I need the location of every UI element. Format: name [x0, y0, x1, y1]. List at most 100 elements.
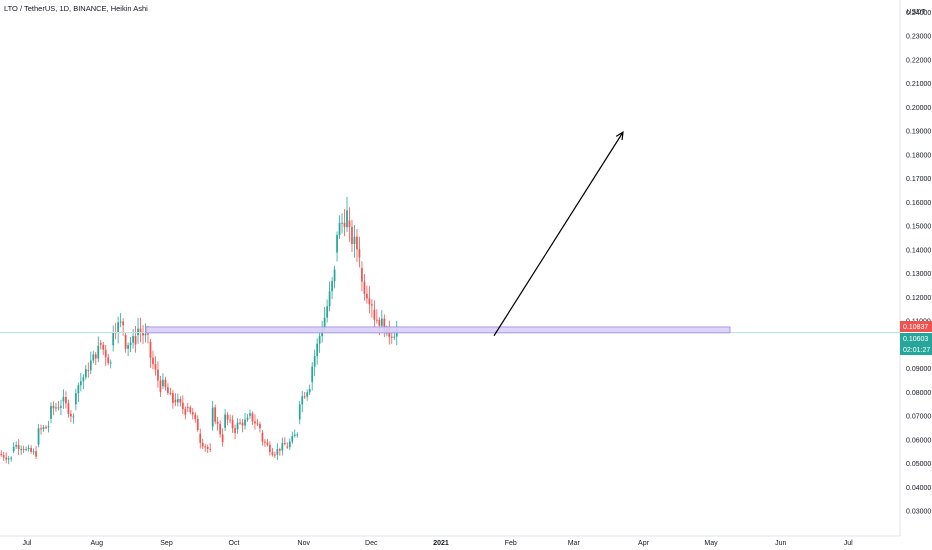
price-tick-label: 0.16000	[906, 200, 931, 207]
support-zone-rect[interactable]	[145, 326, 731, 334]
candle-body	[293, 434, 296, 437]
time-tick-label: Oct	[229, 540, 240, 547]
candle-body	[52, 405, 55, 409]
candle-body	[176, 399, 179, 403]
time-tick-label: Sep	[160, 540, 173, 547]
candle-body	[259, 424, 261, 429]
time-tick-label: Nov	[298, 540, 311, 547]
candle-body	[231, 419, 234, 429]
candle-body	[5, 457, 8, 460]
candle-body	[164, 379, 167, 388]
support-price-badge	[900, 333, 932, 344]
candle-body	[261, 432, 264, 442]
candle-body	[181, 402, 184, 410]
candle-body	[10, 457, 13, 459]
countdown-badge-text: 02:01:27	[903, 347, 930, 354]
candle-body	[244, 419, 246, 426]
candle-body	[94, 354, 97, 359]
candle-body	[167, 387, 169, 393]
candle-body	[281, 443, 284, 451]
candle-body	[144, 333, 147, 336]
candle-body	[269, 444, 271, 453]
candle-body	[70, 413, 72, 417]
candle-body	[306, 392, 309, 397]
candle-body	[286, 446, 289, 448]
candle-body	[390, 336, 393, 338]
candle-body	[147, 333, 149, 335]
price-tick-label: 0.20000	[906, 105, 931, 112]
candle-body	[7, 458, 10, 460]
price-tick-label: 0.14000	[906, 247, 931, 254]
time-tick-label: Mar	[568, 540, 581, 547]
time-tick-label: Dec	[365, 540, 378, 547]
candle-body	[278, 449, 281, 451]
time-tick-label: Jul	[844, 540, 853, 547]
candle-body	[97, 345, 100, 359]
price-tick-label: 0.12000	[906, 295, 931, 302]
candle-body	[246, 417, 249, 420]
candle-body	[264, 441, 266, 443]
candle-body	[47, 426, 50, 428]
candle-body	[139, 328, 142, 332]
candle-body	[129, 342, 132, 346]
plot-area[interactable]	[0, 0, 901, 537]
candle-body	[291, 436, 294, 442]
candle-body	[157, 369, 159, 381]
candle-body	[122, 321, 125, 326]
candle-body	[172, 393, 174, 403]
candle-body	[87, 369, 90, 371]
candle-body	[323, 317, 326, 329]
projection-arrow-line[interactable]	[493, 131, 624, 337]
candle-body	[15, 445, 18, 447]
price-tick-label: 0.03000	[906, 509, 931, 516]
projection-arrow-head[interactable]	[615, 130, 624, 141]
candle-body	[346, 210, 348, 228]
time-tick-label: Feb	[505, 540, 517, 547]
candle-body	[45, 427, 47, 429]
candle-body	[276, 449, 279, 455]
candle-body	[348, 220, 351, 227]
candle-body	[109, 362, 112, 364]
price-tick-label: 0.24000	[906, 10, 931, 17]
candle-body	[358, 249, 361, 258]
candle-body	[174, 399, 177, 403]
candle-body	[179, 399, 182, 403]
candle-body	[308, 388, 311, 393]
candle-body	[229, 419, 231, 421]
drawings[interactable]	[0, 130, 900, 337]
candle-body	[326, 306, 328, 318]
price-tick-label: 0.06000	[906, 437, 931, 444]
candle-body	[311, 366, 314, 383]
time-tick-label: 2021	[433, 540, 449, 547]
candle-body	[84, 369, 87, 378]
candle-body	[366, 293, 368, 299]
price-tick-label: 0.17000	[906, 176, 931, 183]
candle-body	[288, 441, 291, 448]
candle-body	[283, 443, 286, 445]
candle-body	[74, 393, 77, 405]
candle-body	[368, 298, 371, 305]
candle-body	[383, 318, 386, 332]
time-tick-label: Apr	[638, 540, 650, 547]
candle-body	[32, 451, 35, 453]
last-price-badge-text: 0.10837	[903, 324, 928, 331]
candle-body	[273, 454, 276, 456]
candle-body	[363, 281, 366, 294]
candle-body	[393, 336, 396, 338]
candle-body	[189, 407, 192, 413]
candle-body	[50, 405, 52, 419]
candle-body	[17, 445, 20, 449]
price-tick-label: 0.22000	[906, 57, 931, 64]
time-tick-label: May	[704, 540, 718, 547]
candles	[0, 196, 398, 465]
time-axis[interactable]: Jul Aug Sep Oct Nov Dec 2021 Feb Mar Apr May Jun Jul	[23, 540, 854, 547]
price-tick-label: 0.21000	[906, 81, 931, 88]
candle-body	[65, 397, 67, 404]
candle-body	[380, 318, 383, 326]
candle-body	[194, 414, 197, 419]
candle-body	[30, 447, 32, 452]
candle-body	[60, 406, 62, 408]
candle-body	[301, 396, 304, 405]
